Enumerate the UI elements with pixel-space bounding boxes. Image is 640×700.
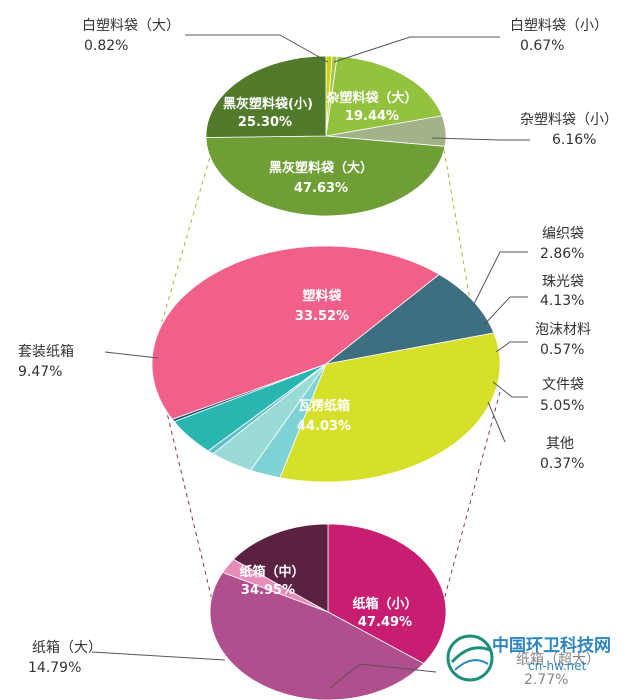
leader-carton-set (104, 351, 159, 359)
value-carton-xl: 2.77% (524, 672, 568, 688)
watermark: 中国环卫科技网 cn-hw.net (446, 634, 611, 682)
connector-top-right (443, 149, 471, 301)
label-corrugated-box: 瓦楞纸箱 (298, 398, 350, 414)
label-carton-small: 纸箱（小） (352, 596, 417, 612)
leader-file-bag (492, 381, 528, 398)
value-mixed-bag-large: 19.44% (345, 109, 399, 124)
leader-carton-large (91, 651, 226, 661)
label-white-bag-large: 白塑料袋（大） (82, 18, 180, 34)
label-woven-bag: 编织袋 (542, 226, 584, 242)
value-white-bag-small: 0.67% (520, 38, 564, 54)
value-black-gray-small: 25.30% (238, 115, 292, 130)
label-file-bag: 文件袋 (542, 377, 584, 393)
connector-top-left (161, 149, 213, 323)
label-mixed-bag-small: 杂塑料袋（小） (520, 112, 618, 128)
pie1-slice-7 (325, 273, 495, 365)
label-carton-xl: 纸箱（超大） (516, 652, 600, 668)
label-carton-set: 套装纸箱 (18, 344, 74, 360)
value-pearl-bag: 4.13% (540, 293, 584, 309)
value-white-bag-large: 0.82% (84, 38, 128, 54)
label-carton-medium: 纸箱（中） (239, 564, 304, 580)
value-carton-set: 9.47% (18, 364, 62, 380)
label-black-gray-large: 黑灰塑料袋（大） (269, 160, 373, 176)
connector-bottom-right (443, 391, 501, 601)
label-carton-large: 纸箱（大） (32, 640, 102, 656)
leader-white-bag-small (333, 36, 500, 63)
pie2-slice-3 (232, 523, 329, 613)
pie2-slice-1 (209, 571, 425, 700)
watermark-title: 中国环卫科技网 (492, 635, 611, 656)
label-white-bag-small: 白塑料袋（小） (510, 18, 608, 34)
value-other: 0.37% (540, 456, 584, 472)
leader-white-bag-large (185, 34, 329, 63)
leader-lines (91, 34, 530, 689)
value-plastic-bag: 33.52% (295, 309, 349, 324)
leader-woven-bag (472, 251, 528, 307)
leader-foam (495, 341, 528, 353)
pie-middle (151, 245, 501, 483)
label-black-gray-small: 黑灰塑料袋(小) (223, 96, 313, 112)
pie-top (205, 55, 447, 217)
label-mixed-bag-large: 杂塑料袋（大） (326, 90, 417, 106)
value-carton-small: 47.49% (358, 615, 412, 630)
leader-mixed-bag-small (431, 137, 530, 141)
leader-pearl-bag (483, 296, 528, 326)
label-foam: 泡沫材料 (535, 322, 591, 338)
pie1-slice-6 (151, 245, 440, 420)
pie1-slice-0 (279, 332, 501, 483)
watermark-url: cn-hw.net (528, 659, 587, 673)
globe-logo-icon (446, 634, 494, 682)
value-foam: 0.57% (540, 342, 584, 358)
pie0-slice-5 (205, 55, 327, 138)
pie0-slice-2 (325, 55, 443, 137)
leader-carton-xl (329, 663, 437, 689)
pie2-slice-0 (327, 523, 447, 664)
leader-other (487, 401, 506, 443)
pie0-slice-4 (205, 135, 446, 217)
label-pearl-bag: 珠光袋 (542, 274, 584, 290)
value-woven-bag: 2.86% (540, 246, 584, 262)
connector-bottom-left (161, 391, 213, 601)
label-plastic-bag: 塑料袋 (302, 288, 342, 304)
value-mixed-bag-small: 6.16% (552, 132, 596, 148)
value-black-gray-large: 47.63% (294, 181, 348, 196)
value-carton-medium: 34.95% (241, 583, 295, 598)
value-carton-large: 14.79% (28, 660, 81, 676)
pie-bottom (209, 523, 447, 700)
label-other: 其他 (546, 436, 574, 452)
value-file-bag: 5.05% (540, 398, 584, 414)
value-corrugated-box: 44.03% (297, 419, 351, 434)
connector-lines (161, 149, 501, 601)
